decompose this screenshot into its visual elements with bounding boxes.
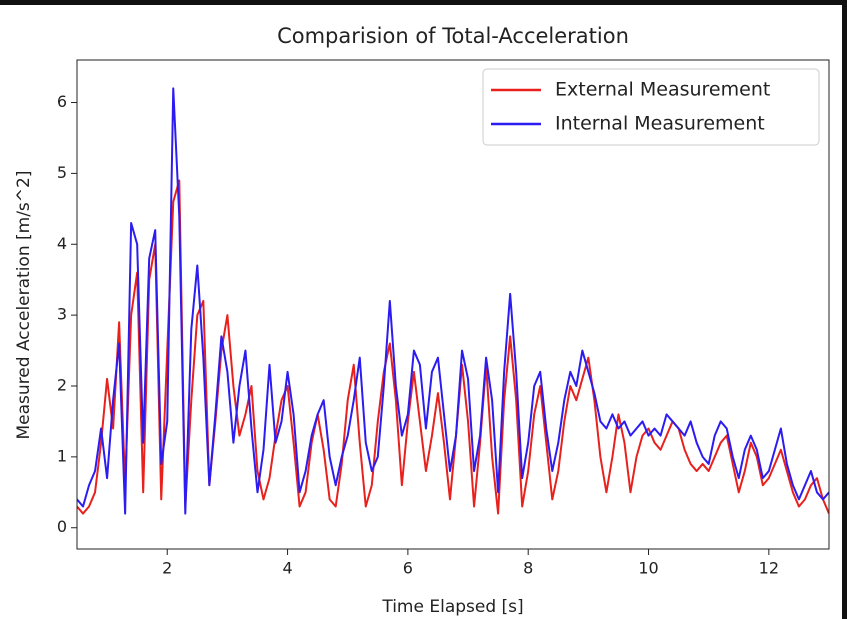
x-axis-label: Time Elapsed [s] [381,597,523,617]
data-line [77,87,829,515]
y-tick-label: 4 [57,234,67,253]
x-tick-label: 6 [403,559,413,578]
legend-box [482,68,820,146]
y-tick-label: 3 [57,305,67,324]
y-tick-label: 1 [57,446,67,465]
x-tick-label: 8 [523,559,533,578]
y-axis-label: Measured Acceleration [m/s^2] [14,171,34,440]
data-line [77,179,829,515]
y-tick-label: 2 [57,376,67,395]
chart-title: Comparision of Total-Acceleration [277,24,629,48]
y-tick-label: 6 [57,92,67,111]
legend-label: External Measurement [555,79,770,101]
x-tick-label: 4 [282,559,292,578]
plot-frame [76,59,830,550]
legend-label: Internal Measurement [555,113,765,135]
y-tick-label: 5 [57,163,67,182]
x-tick-label: 12 [759,559,779,578]
x-tick-label: 2 [162,559,172,578]
y-tick-label: 0 [57,517,67,536]
x-tick-label: 10 [638,559,658,578]
